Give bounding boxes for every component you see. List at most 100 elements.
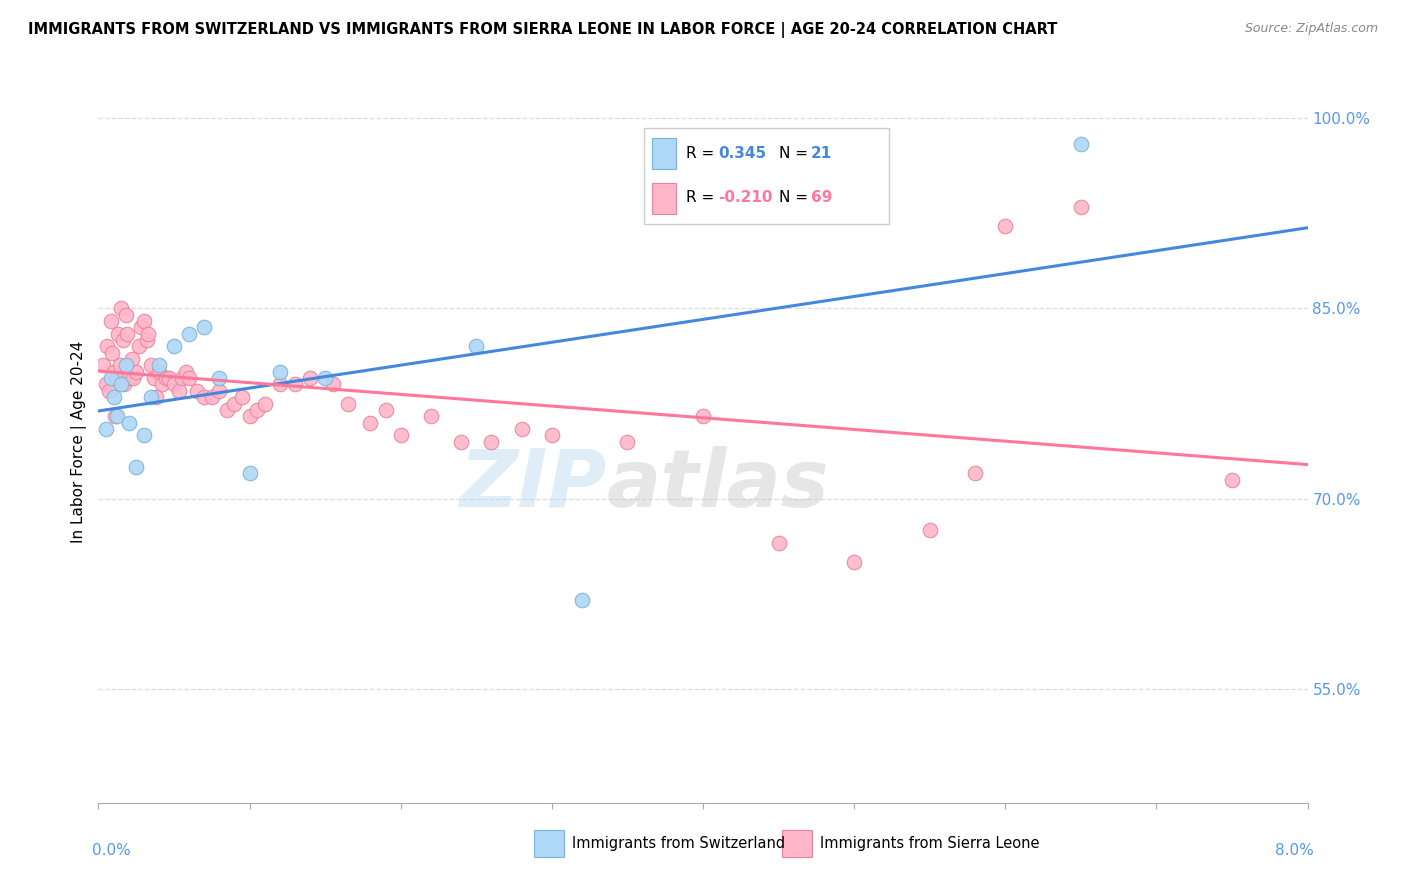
Point — [692, 409, 714, 424]
FancyBboxPatch shape — [782, 830, 811, 857]
Point — [114, 308, 136, 322]
Point — [420, 409, 443, 424]
Point — [114, 359, 136, 373]
Point — [269, 377, 291, 392]
Point — [481, 434, 503, 449]
Point — [100, 314, 122, 328]
Point — [1220, 473, 1243, 487]
Point — [269, 365, 291, 379]
Point — [918, 523, 941, 537]
Point — [128, 339, 150, 353]
Text: Source: ZipAtlas.com: Source: ZipAtlas.com — [1244, 22, 1378, 36]
Point — [107, 326, 129, 341]
Point — [374, 402, 396, 417]
Point — [101, 346, 124, 360]
Point — [103, 390, 125, 404]
Point — [132, 428, 155, 442]
Point — [336, 396, 359, 410]
Text: 8.0%: 8.0% — [1275, 843, 1313, 857]
Point — [215, 402, 238, 417]
Text: 0.345: 0.345 — [718, 146, 766, 161]
Text: R =: R = — [686, 146, 718, 161]
Point — [284, 377, 307, 392]
Point — [98, 384, 121, 398]
Point — [112, 377, 135, 392]
Point — [179, 371, 201, 385]
Point — [141, 359, 163, 373]
Point — [208, 384, 231, 398]
Point — [148, 365, 170, 379]
Point — [201, 390, 224, 404]
FancyBboxPatch shape — [651, 138, 676, 169]
Point — [135, 333, 157, 347]
Point — [104, 409, 127, 424]
Y-axis label: In Labor Force | Age 20-24: In Labor Force | Age 20-24 — [72, 341, 87, 542]
Point — [105, 409, 128, 424]
Text: N =: N = — [779, 146, 813, 161]
Text: 21: 21 — [811, 146, 832, 161]
Point — [108, 359, 131, 373]
Text: IMMIGRANTS FROM SWITZERLAND VS IMMIGRANTS FROM SIERRA LEONE IN LABOR FORCE | AGE: IMMIGRANTS FROM SWITZERLAND VS IMMIGRANT… — [28, 22, 1057, 38]
Point — [299, 371, 322, 385]
Point — [616, 434, 638, 449]
Point — [125, 365, 148, 379]
Point — [167, 384, 190, 398]
Point — [103, 365, 125, 379]
Text: Immigrants from Switzerland: Immigrants from Switzerland — [572, 836, 786, 851]
Point — [141, 390, 163, 404]
Point — [132, 314, 155, 328]
Point — [224, 396, 246, 410]
Point — [121, 352, 143, 367]
Point — [94, 422, 117, 436]
Text: 69: 69 — [811, 190, 832, 205]
Point — [450, 434, 472, 449]
Text: -0.210: -0.210 — [718, 190, 772, 205]
Point — [170, 371, 193, 385]
Point — [96, 339, 118, 353]
Text: ZIP: ZIP — [458, 446, 606, 524]
Point — [253, 396, 276, 410]
Point — [163, 339, 186, 353]
Point — [231, 390, 253, 404]
Point — [163, 377, 186, 392]
Text: Immigrants from Sierra Leone: Immigrants from Sierra Leone — [820, 836, 1040, 851]
Point — [110, 301, 132, 316]
Point — [314, 371, 336, 385]
Point — [105, 371, 128, 385]
Point — [148, 359, 170, 373]
Point — [540, 428, 562, 442]
Point — [111, 333, 134, 347]
Point — [143, 371, 166, 385]
Point — [94, 377, 117, 392]
Point — [145, 390, 167, 404]
Point — [994, 219, 1017, 233]
Point — [193, 390, 215, 404]
Point — [844, 555, 866, 569]
Point — [322, 377, 344, 392]
Text: N =: N = — [779, 190, 813, 205]
Point — [129, 320, 152, 334]
Point — [179, 326, 201, 341]
Point — [965, 467, 987, 481]
Point — [571, 593, 593, 607]
Point — [100, 371, 122, 385]
Point — [118, 371, 141, 385]
Point — [155, 371, 177, 385]
Point — [125, 459, 148, 474]
Point — [768, 536, 790, 550]
FancyBboxPatch shape — [644, 128, 890, 224]
FancyBboxPatch shape — [651, 184, 676, 214]
Text: 0.0%: 0.0% — [93, 843, 131, 857]
FancyBboxPatch shape — [534, 830, 564, 857]
Point — [110, 377, 132, 392]
Point — [360, 416, 382, 430]
Point — [193, 320, 215, 334]
Point — [91, 359, 114, 373]
Point — [174, 365, 197, 379]
Point — [510, 422, 533, 436]
Point — [465, 339, 488, 353]
Point — [150, 377, 173, 392]
Point — [208, 371, 231, 385]
Point — [1070, 200, 1092, 214]
Point — [122, 371, 145, 385]
